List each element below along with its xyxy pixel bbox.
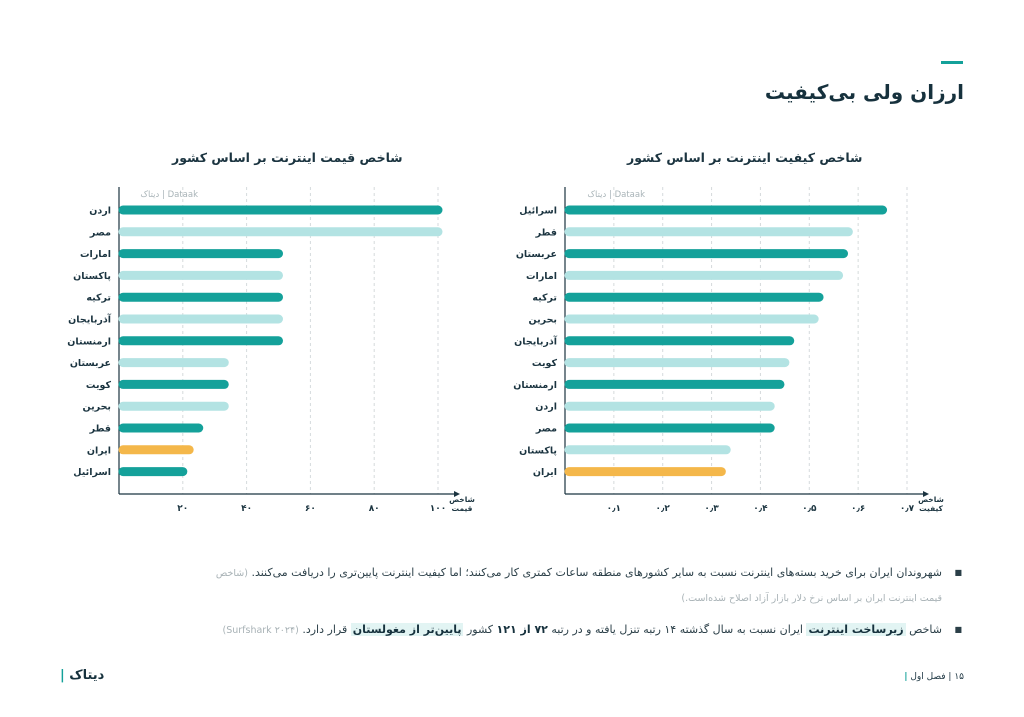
- quality-tick-label: ۰٫۷: [900, 504, 915, 514]
- price-category-label: آذربایجان: [68, 313, 112, 326]
- bullet-2-note: (Surfshark ۲۰۲۴): [222, 625, 299, 636]
- bullet-2-bold-1: زیرساخت اینترنت: [806, 623, 906, 636]
- quality-category-label: ایران: [533, 467, 557, 478]
- bullet-2-end: قرار دارد.: [302, 623, 348, 636]
- price-category-label: امارات: [80, 249, 111, 260]
- price-tick-label: ۴۰: [241, 504, 252, 514]
- price-category-label: ایران: [87, 445, 111, 456]
- price-category-label: ارمنستان: [67, 336, 111, 347]
- quality-category-label: عربستان: [516, 249, 557, 260]
- page-title: ارزان ولی بی‌کیفیت: [764, 80, 964, 104]
- price-category-label: اردن: [89, 206, 111, 217]
- quality-category-label: اردن: [535, 402, 557, 413]
- price-chart-title: شاخص قیمت اینترنت بر اساس کشور: [172, 150, 403, 165]
- bullet-1: ■ شهروندان ایران برای خرید بسته‌های اینت…: [62, 561, 962, 611]
- price-x-axis-arrow: [454, 491, 460, 497]
- quality-source-label: دیتاک | Dataak: [587, 190, 645, 200]
- price-category-label: ترکیه: [86, 293, 111, 304]
- price-category-label: عربستان: [70, 358, 111, 369]
- price-source-label: دیتاک | Dataak: [140, 190, 198, 200]
- footer-divider: |: [904, 672, 908, 682]
- bullet-2-bold-3: پایین‌تر از مغولستان: [350, 623, 464, 636]
- quality-category-label: ارمنستان: [513, 380, 557, 391]
- price-category-label: پاکستان: [73, 271, 111, 282]
- quality-tick-label: ۰٫۱: [607, 504, 621, 514]
- quality-category-label: بحرین: [529, 315, 557, 326]
- quality-tick-label: ۰٫۴: [753, 504, 768, 514]
- quality-category-label: ترکیه: [532, 293, 557, 304]
- bullet-1-note-a: (شاخص: [215, 568, 248, 579]
- quality-category-label: امارات: [526, 271, 557, 282]
- quality-tick-label: ۰٫۲: [656, 504, 671, 514]
- footer-logo: | دیتاک: [60, 668, 104, 683]
- quality-x-axis-arrow: [923, 491, 929, 497]
- bullet-1-note-b: قیمت اینترنت ایران بر اساس نرخ دلار بازا…: [681, 593, 942, 604]
- bullet-marker-1: ■: [954, 568, 962, 577]
- price-category-label: قطر: [89, 424, 111, 435]
- logo-divider: |: [60, 668, 65, 683]
- quality-axis-title-line2: کیفیت: [919, 504, 943, 513]
- quality-category-label: قطر: [535, 227, 557, 238]
- price-tick-label: ۸۰: [369, 504, 380, 514]
- quality-category-label: اسرائیل: [519, 206, 557, 217]
- quality-tick-label: ۰٫۶: [851, 504, 865, 514]
- quality-chart-title: شاخص کیفیت اینترنت بر اساس کشور: [627, 150, 863, 165]
- price-category-label: بحرین: [83, 402, 111, 413]
- bullet-1-text: شهروندان ایران برای خرید بسته‌های اینترن…: [251, 566, 942, 579]
- bullet-2-mid-1: ایران نسبت به سال گذشته ۱۴ رتبه تنزل یاف…: [551, 623, 803, 636]
- bullet-marker-2: ■: [954, 625, 962, 634]
- quality-category-label: کویت: [532, 358, 558, 369]
- bullet-2: ■ شاخص زیرساخت اینترنت ایران نسبت به سال…: [62, 618, 962, 643]
- quality-category-label: آذربایجان: [514, 334, 558, 347]
- bullet-2-bold-2: ۷۲ از ۱۲۱: [496, 623, 548, 636]
- quality-axis-title-line1: شاخص: [918, 495, 944, 504]
- price-axis-title-line1: شاخص: [449, 495, 475, 504]
- price-category-label: کویت: [86, 380, 112, 391]
- price-axis-title-line2: قیمت: [452, 504, 473, 513]
- quality-tick-label: ۰٫۳: [704, 504, 719, 514]
- price-tick-label: ۱۰۰: [430, 504, 446, 514]
- price-category-label: مصر: [89, 227, 111, 238]
- page-number: ۱۵ | فصل اول |: [904, 672, 964, 682]
- quality-category-label: مصر: [535, 424, 557, 435]
- quality-category-label: پاکستان: [519, 445, 557, 456]
- bullet-2-mid-2: کشور: [466, 623, 494, 636]
- price-tick-label: ۶۰: [305, 504, 316, 514]
- title-accent-line: [941, 61, 963, 64]
- logo-text: دیتاک: [69, 668, 105, 683]
- quality-tick-label: ۰٫۵: [802, 504, 817, 514]
- bullet-2-pre: شاخص: [909, 623, 942, 636]
- price-category-label: اسرائیل: [73, 467, 111, 478]
- page-label: ۱۵ | فصل اول: [910, 672, 964, 682]
- price-tick-label: ۲۰: [177, 504, 188, 514]
